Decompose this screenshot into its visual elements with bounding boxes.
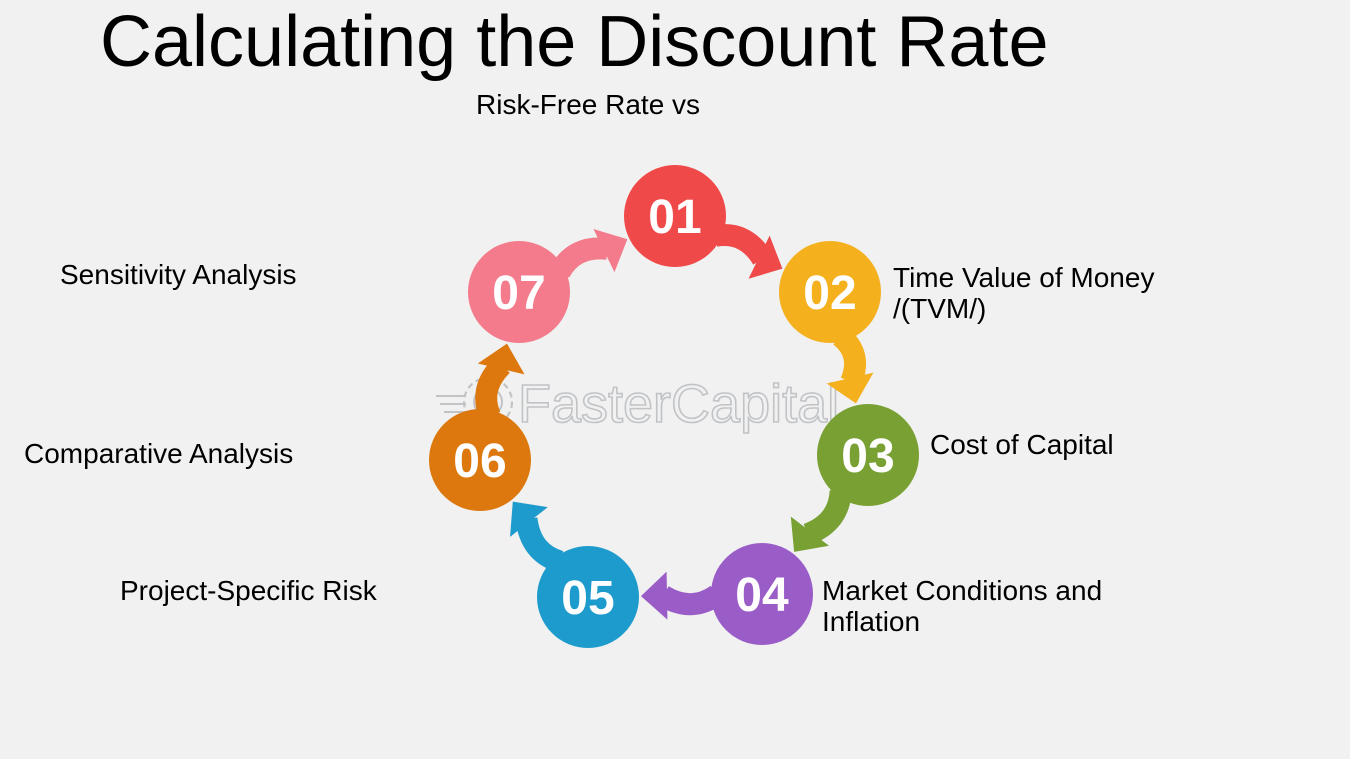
- arrow-04-to-05: [640, 571, 724, 620]
- step-02-label: Time Value of Money /(TVM/): [893, 262, 1154, 324]
- step-04-label: Market Conditions and Inflation: [822, 575, 1102, 637]
- step-02-number: 02: [803, 267, 856, 320]
- step-06-node: 06: [429, 409, 531, 511]
- step-07-label: Sensitivity Analysis: [60, 259, 297, 290]
- step-04-label-line-2: Inflation: [822, 606, 921, 637]
- arrow-01-to-02: [713, 224, 783, 279]
- arrow-03-to-04: [790, 489, 852, 552]
- cycle-nodes: 01 02 03 04 05 06 07: [429, 165, 919, 648]
- step-04-number: 04: [735, 569, 789, 622]
- step-05-label: Project-Specific Risk: [120, 575, 377, 606]
- step-05-number: 05: [561, 572, 614, 625]
- arrow-05-to-06: [510, 501, 564, 573]
- watermark-text: FasterCapital: [518, 374, 839, 434]
- step-01-number: 01: [648, 191, 701, 244]
- step-05-node: 05: [537, 546, 639, 648]
- step-03-circle: [817, 404, 919, 506]
- step-07-circle: [468, 241, 570, 343]
- step-03-node: 03: [817, 404, 919, 506]
- step-06-circle: [429, 409, 531, 511]
- watermark: FasterCapital: [436, 373, 840, 435]
- step-05-circle: [537, 546, 639, 648]
- step-03-number: 03: [841, 430, 894, 483]
- step-01-label: Risk-Free Rate vs: [476, 89, 701, 120]
- step-02-label-line-1: Time Value of Money: [893, 262, 1155, 293]
- step-02-circle: [779, 241, 881, 343]
- step-04-node: 04: [711, 543, 813, 645]
- step-07-number: 07: [492, 267, 545, 320]
- page-title: Calculating the Discount Rate: [100, 2, 1049, 82]
- step-03-label: Cost of Capital: [930, 429, 1114, 460]
- step-06-number: 06: [453, 435, 506, 488]
- step-06-label: Comparative Analysis: [24, 438, 294, 469]
- step-07-node: 07: [468, 241, 570, 343]
- step-02-node: 02: [779, 241, 881, 343]
- arrow-07-to-01: [549, 229, 628, 279]
- step-02-label-line-2: /(TVM/): [893, 293, 987, 324]
- step-04-circle: [711, 543, 813, 645]
- step-04-label-line-1: Market Conditions and: [822, 575, 1103, 606]
- step-01-circle: [624, 165, 726, 267]
- step-01-node: 01: [624, 165, 726, 267]
